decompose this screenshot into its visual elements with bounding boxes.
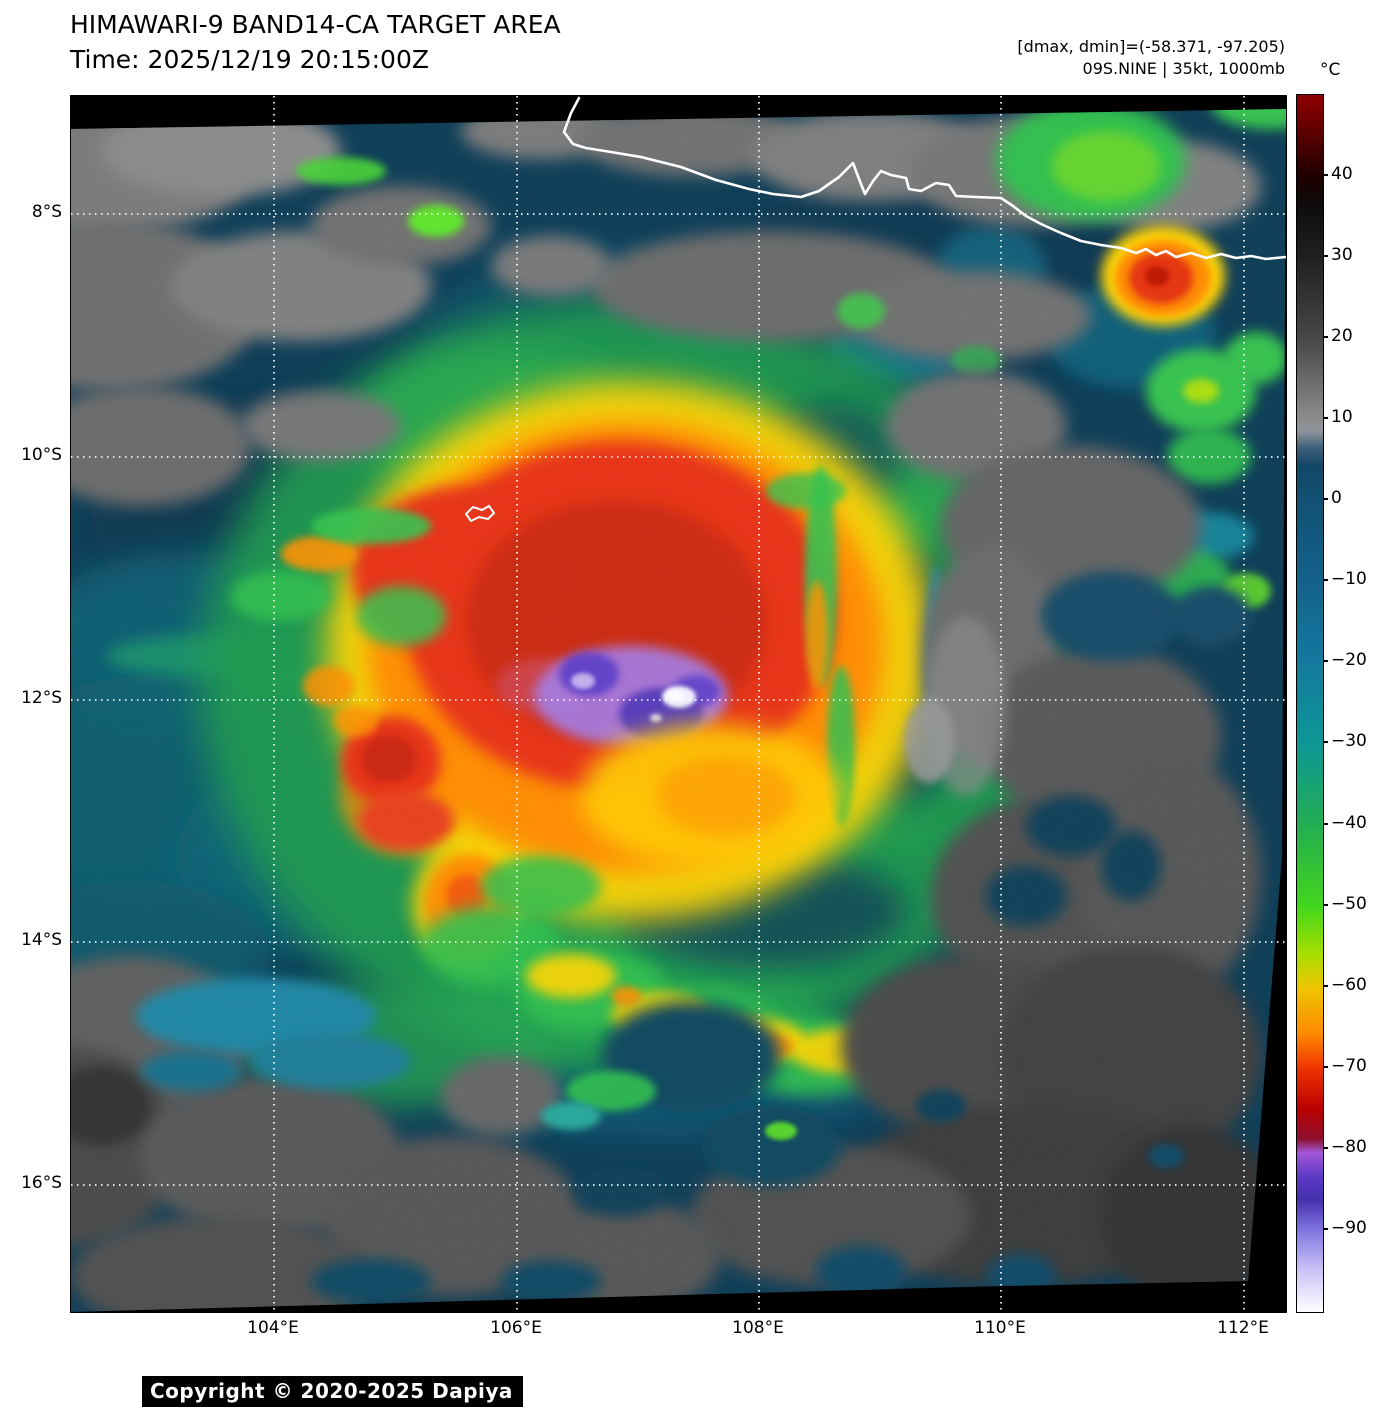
colorbar-unit-label: °C (1320, 60, 1341, 80)
colorbar-label-30: 30 (1331, 245, 1353, 265)
colorbar-tick (1323, 660, 1328, 662)
satellite-map: Copyright © 2020-2025 Dapiya (70, 95, 1287, 1407)
colorbar-label-m80: −80 (1331, 1137, 1367, 1157)
colorbar-label-m90: −90 (1331, 1218, 1367, 1238)
colorbar-tick (1323, 579, 1328, 581)
lat-tick-12s: 12°S (21, 688, 62, 708)
colorbar-tick (1323, 904, 1328, 906)
colorbar-label-m20: −20 (1331, 650, 1367, 670)
colorbar-tick (1323, 255, 1328, 257)
colorbar-label-m50: −50 (1331, 894, 1367, 914)
lon-tick-106e: 106°E (490, 1318, 542, 1338)
colorbar-tick (1323, 498, 1328, 500)
lon-tick-108e: 108°E (732, 1318, 784, 1338)
colorbar-label-0: 0 (1331, 488, 1342, 508)
colorbar-tick (1323, 336, 1328, 338)
temperature-colorbar (1296, 94, 1324, 1313)
lon-tick-110e: 110°E (974, 1318, 1026, 1338)
title-block: HIMAWARI-9 BAND14-CA TARGET AREA Time: 2… (70, 8, 561, 77)
colorbar-label-m30: −30 (1331, 731, 1367, 751)
colorbar-tick (1323, 823, 1328, 825)
colorbar-tick (1323, 985, 1328, 987)
dmax-dmin-readout: [dmax, dmin]=(-58.371, -97.205) (1017, 37, 1285, 56)
island-outline (464, 504, 496, 523)
storm-info: 09S.NINE | 35kt, 1000mb (1082, 59, 1285, 79)
colorbar-tick (1323, 417, 1328, 419)
lat-tick-10s: 10°S (21, 445, 62, 465)
lon-tick-104e: 104°E (247, 1318, 299, 1338)
annotation-block: [dmax, dmin]=(-58.371, -97.205) 09S.NINE… (1017, 36, 1285, 81)
lat-tick-16s: 16°S (21, 1173, 62, 1193)
colorbar-label-m10: −10 (1331, 569, 1367, 589)
lat-tick-8s: 8°S (31, 202, 62, 222)
gridlines (71, 96, 1286, 1312)
copyright-badge: Copyright © 2020-2025 Dapiya (142, 1376, 523, 1407)
colorbar-tick (1323, 1066, 1328, 1068)
page-title: HIMAWARI-9 BAND14-CA TARGET AREA (70, 10, 561, 39)
coastline-java (562, 96, 1286, 261)
colorbar-label-40: 40 (1331, 164, 1353, 184)
colorbar-label-20: 20 (1331, 326, 1353, 346)
colorbar-label-m60: −60 (1331, 975, 1367, 995)
colorbar-label-10: 10 (1331, 407, 1353, 427)
colorbar-tick (1323, 741, 1328, 743)
colorbar-tick (1323, 1228, 1328, 1230)
colorbar-tick (1323, 1147, 1328, 1149)
colorbar-label-m40: −40 (1331, 813, 1367, 833)
lon-tick-112e: 112°E (1217, 1318, 1269, 1338)
timestamp: Time: 2025/12/19 20:15:00Z (70, 44, 429, 74)
lat-tick-14s: 14°S (21, 930, 62, 950)
colorbar-label-m70: −70 (1331, 1056, 1367, 1076)
satellite-imagery (71, 96, 1286, 1312)
colorbar-tick (1323, 174, 1328, 176)
